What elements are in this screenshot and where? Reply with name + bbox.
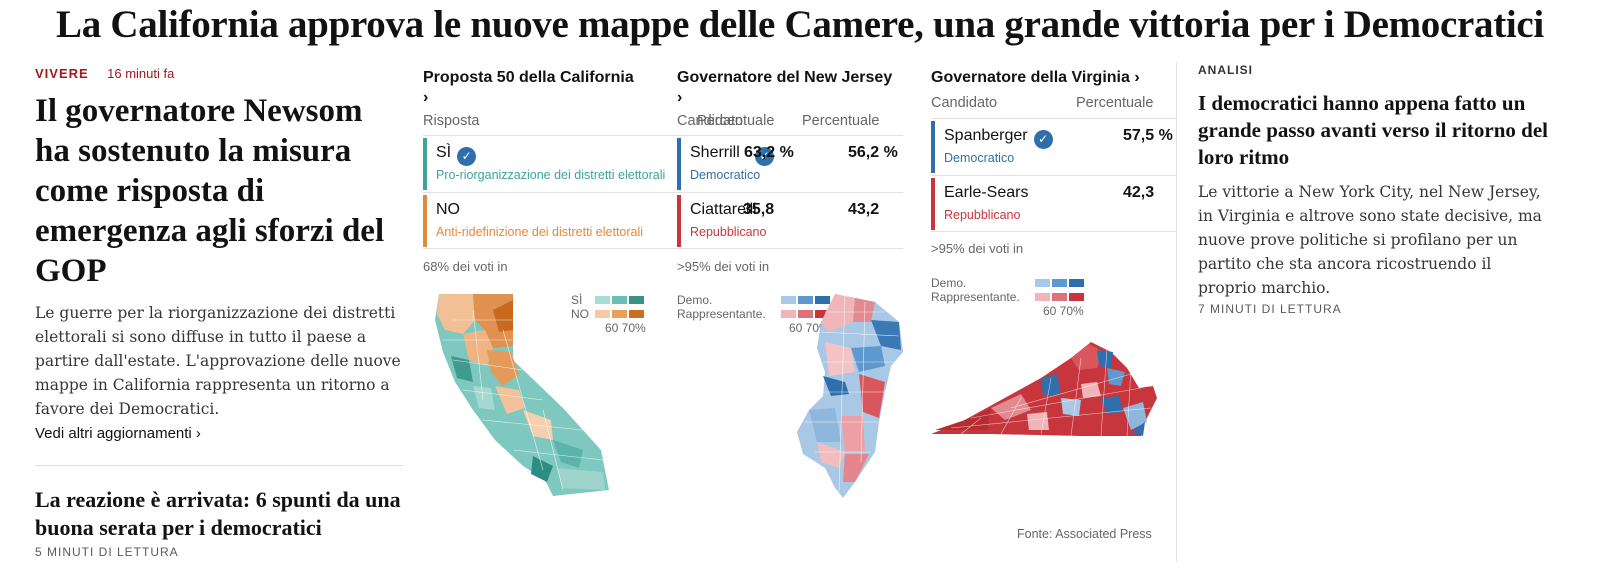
- result-row-yes: SÌ ✓ Pro-riorganizzazione dei distretti e…: [423, 135, 678, 191]
- result-subtitle: Pro-riorganizzazione dei distretti elett…: [436, 168, 666, 182]
- result-name: Sherrill: [690, 144, 740, 161]
- analysis-label: ANALISI: [1198, 63, 1253, 77]
- race-title-link[interactable]: Governatore della Virginia ›: [931, 68, 1176, 88]
- kicker-row: VIVERE 16 minuti fa: [35, 65, 405, 83]
- result-percent: 57,5 %: [1123, 127, 1173, 144]
- legend-rep: Rappresentante.: [931, 290, 1020, 304]
- result-name: Earle-Sears: [944, 184, 1029, 201]
- result-percent-overlap: 35,8: [743, 201, 775, 218]
- result-row-rep: Earle-Sears 42,3 Repubblicano: [931, 175, 1176, 232]
- result-name: Ciattarelli: [690, 201, 757, 218]
- new-jersey-map[interactable]: [795, 292, 907, 500]
- race-title-link[interactable]: Governatore del New Jersey ›: [677, 68, 907, 108]
- divider: [35, 465, 403, 466]
- race-title[interactable]: Proposta 50 della California: [423, 69, 634, 86]
- race-title-link[interactable]: Proposta 50 della California ›: [423, 68, 678, 108]
- legend-dem: Demo.: [931, 276, 967, 290]
- column-header-answer: Risposta: [423, 113, 480, 129]
- virginia-map[interactable]: [931, 338, 1161, 438]
- check-icon: ✓: [457, 147, 477, 166]
- column-header-percent: Percentuale: [802, 113, 880, 129]
- lead-headline[interactable]: Il governatore Newsom ha sostenuto la mi…: [35, 93, 385, 289]
- column-header-percent-overlap: Percentuale: [697, 113, 775, 129]
- result-color-bar: [423, 195, 427, 247]
- reporting-status: >95% dei voti in: [931, 241, 1024, 256]
- check-icon: ✓: [755, 147, 774, 166]
- secondary-headline[interactable]: La reazione è arrivata: 6 spunti da una …: [35, 487, 401, 540]
- legend-no: NO: [571, 307, 589, 321]
- analysis-story: ANALISI I democratici hanno appena fatto…: [1198, 63, 1548, 316]
- result-color-bar: [677, 138, 681, 190]
- result-color-bar: [931, 121, 935, 173]
- race-title[interactable]: Governatore del New Jersey: [677, 69, 893, 86]
- result-percent: 43,2: [848, 201, 880, 218]
- chevron-right-icon: ›: [1134, 69, 1140, 86]
- result-subtitle: Repubblicano: [690, 225, 767, 239]
- analysis-headline[interactable]: I democratici hanno appena fatto un gran…: [1198, 91, 1548, 169]
- result-percent-overlap: 63,2 %: [744, 144, 794, 161]
- read-time: 7 MINUTI DI LETTURA: [1198, 302, 1342, 316]
- legend-scale: 60 70%: [789, 321, 830, 335]
- race-panel-california: Proposta 50 della California › Risposta S…: [423, 68, 678, 496]
- result-color-bar: [423, 138, 427, 190]
- analysis-summary: Le vittorie a New York City, nel New Jer…: [1198, 183, 1542, 297]
- legend-yes: SÌ: [571, 293, 583, 307]
- map-legend: Demo. Rappresentante. 60 70%: [931, 276, 1086, 318]
- result-row-no: NO Anti-ridefinizione dei distretti elet…: [423, 192, 678, 249]
- column-header-percent: Percentuale: [1076, 95, 1154, 111]
- result-name: SÌ ✓: [436, 144, 477, 166]
- map-legend: SÌ NO 60 70%: [571, 293, 646, 335]
- legend-scale: 60 70%: [1043, 304, 1084, 318]
- reporting-status: 68% dei voti in: [423, 259, 508, 274]
- result-subtitle: Anti-ridefinizione dei distretti elettor…: [436, 225, 644, 239]
- section-kicker[interactable]: VIVERE: [35, 66, 89, 81]
- result-row-dem: Spanberger ✓ 57,5 % Democratico: [931, 118, 1176, 174]
- california-map[interactable]: [433, 290, 613, 498]
- read-time: 5 MINUTI DI LETTURA: [35, 545, 179, 559]
- race-title[interactable]: Governatore della Virginia: [931, 69, 1130, 86]
- map-legend: Demo. Rappresentante. 60 70%: [677, 293, 832, 335]
- result-subtitle: Repubblicano: [944, 208, 1021, 222]
- check-icon: ✓: [1033, 130, 1053, 149]
- race-panel-virginia: Governatore della Virginia › Candidato P…: [931, 68, 1176, 448]
- result-subtitle: Democratico: [944, 151, 1015, 165]
- legend-scale: 60 70%: [605, 321, 646, 335]
- page-headline[interactable]: La California approva le nuove mappe del…: [56, 3, 1544, 46]
- result-row-rep: Ciattarelli 35,8 43,2 Repubblicano: [677, 192, 903, 249]
- lead-summary: Le guerre per la riorganizzazione dei di…: [35, 304, 401, 418]
- result-subtitle: Democratico: [690, 168, 761, 182]
- result-row-dem: Sherrill ✓ 63,2 % 56,2 % Democratico: [677, 135, 903, 191]
- result-color-bar: [931, 178, 935, 230]
- column-header-candidate: Candidato: [677, 113, 744, 129]
- column-header-candidate: Candidato: [931, 95, 998, 111]
- legend-rep: Rappresentante.: [677, 307, 766, 321]
- more-updates-link[interactable]: Vedi altri aggiornamenti ›: [35, 425, 201, 442]
- reporting-status: >95% dei voti in: [677, 259, 770, 274]
- timestamp: 16 minuti fa: [107, 66, 175, 81]
- result-color-bar: [677, 195, 681, 247]
- legend-dem: Demo.: [677, 293, 713, 307]
- result-percent: 56,2 %: [848, 144, 898, 161]
- data-source: Fonte: Associated Press: [1017, 527, 1152, 541]
- result-percent: 42,3: [1123, 184, 1155, 201]
- chevron-right-icon: ›: [423, 89, 429, 106]
- race-panel-new-jersey: Governatore del New Jersey › Candidato Pe…: [677, 68, 907, 508]
- lead-story: VIVERE 16 minuti fa Il governatore Newso…: [35, 65, 405, 443]
- column-divider: [1176, 62, 1177, 562]
- result-name: Spanberger ✓: [944, 127, 1053, 149]
- chevron-right-icon: ›: [677, 89, 683, 106]
- result-name: NO: [436, 201, 460, 218]
